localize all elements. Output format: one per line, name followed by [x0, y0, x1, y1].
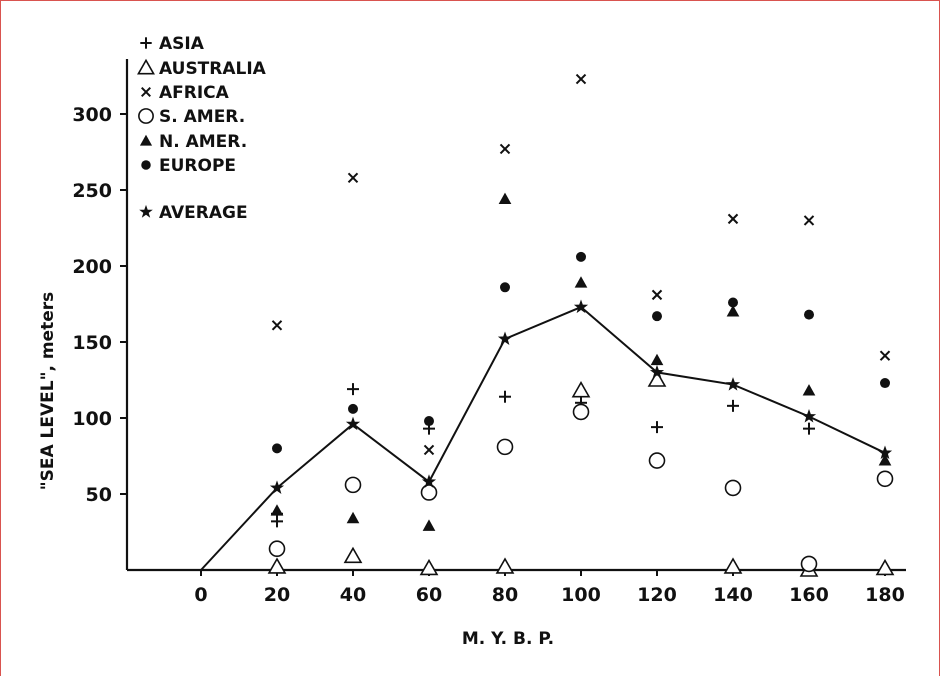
y-tick-label: 200: [72, 256, 112, 278]
point-africa: [271, 320, 283, 331]
x-tick-label: 160: [789, 584, 829, 606]
point-africa: [423, 444, 435, 456]
point-asia: [803, 422, 815, 435]
legend: ASIA AUSTRALIA AFRICA S. AMER. N. AMER. EUROP…: [137, 34, 267, 223]
legend-label-average: AVERAGE: [159, 203, 248, 223]
legend-marker-s-amer: [138, 108, 154, 124]
legend-marker-n-amer: [139, 134, 153, 146]
point-average: [573, 299, 589, 314]
legend-marker-asia: [140, 37, 152, 49]
x-tick-label: 140: [713, 584, 753, 606]
point-europe: [652, 311, 662, 322]
legend-marker-africa: [141, 87, 151, 97]
point-africa: [803, 215, 815, 226]
point-europe: [728, 297, 738, 308]
y-tick-label: 50: [86, 484, 112, 506]
point-europe: [880, 378, 890, 389]
x-tick-label: 40: [340, 584, 366, 606]
axes: [125, 59, 906, 572]
point-average: [801, 409, 817, 423]
point-average: [725, 377, 741, 391]
point-africa: [727, 213, 739, 225]
legend-marker-europe: [141, 160, 151, 170]
point-australia: [495, 557, 515, 574]
point-asia: [651, 421, 663, 434]
legend-marker-average: [139, 204, 153, 218]
point-average: [345, 416, 361, 431]
point-europe: [348, 403, 358, 414]
point-n-amer: [498, 192, 512, 205]
point-australia: [343, 546, 363, 564]
data-points: [267, 73, 895, 577]
point-australia: [647, 370, 667, 387]
point-s-amer: [496, 438, 514, 456]
x-tick-label: 80: [492, 584, 518, 606]
point-average: [421, 474, 437, 488]
point-n-amer: [422, 519, 436, 531]
point-average: [269, 480, 285, 494]
legend-label-europe: EUROPE: [159, 156, 236, 176]
y-axis-label: "SEA LEVEL", meters: [38, 292, 58, 490]
point-n-amer: [346, 511, 360, 524]
legend-label-s-amer: S. AMER.: [159, 107, 245, 127]
point-asia: [727, 399, 739, 412]
x-ticks: 0 20 40 60 80 100 120 140 160 180: [194, 570, 905, 606]
point-europe: [576, 251, 586, 262]
point-n-amer: [574, 276, 588, 288]
point-asia: [347, 383, 359, 396]
legend-label-australia: AUSTRALIA: [159, 59, 267, 79]
point-australia: [267, 557, 287, 574]
point-europe: [272, 443, 282, 454]
legend-label-africa: AFRICA: [159, 83, 230, 103]
x-tick-label: 180: [865, 584, 905, 606]
point-europe: [424, 416, 434, 427]
y-ticks: 50 100 150 200 250 300: [72, 104, 127, 506]
point-australia: [571, 381, 591, 398]
point-n-amer: [802, 384, 816, 396]
point-africa: [347, 172, 359, 184]
point-s-amer: [344, 476, 362, 494]
point-s-amer: [268, 540, 286, 558]
point-africa: [575, 73, 587, 85]
y-tick-label: 100: [72, 408, 112, 430]
point-average: [877, 445, 893, 459]
point-s-amer: [876, 470, 894, 488]
x-axis-label: M. Y. B. P.: [462, 629, 554, 649]
point-australia: [723, 557, 743, 574]
point-s-amer: [724, 479, 742, 497]
x-tick-label: 60: [416, 584, 442, 606]
y-tick-label: 300: [72, 104, 112, 126]
point-average: [649, 364, 665, 379]
point-europe: [804, 309, 814, 320]
point-australia: [419, 558, 439, 576]
point-n-amer: [726, 305, 740, 317]
point-average: [497, 331, 513, 345]
point-s-amer: [420, 484, 438, 501]
point-africa: [879, 350, 891, 361]
y-tick-label: 150: [72, 332, 112, 354]
legend-label-asia: ASIA: [159, 34, 205, 54]
x-tick-label: 0: [194, 584, 207, 606]
x-tick-label: 120: [637, 584, 677, 606]
point-africa: [499, 143, 511, 155]
legend-marker-australia: [137, 58, 155, 75]
point-s-amer: [648, 452, 666, 469]
point-s-amer: [800, 555, 818, 573]
point-n-amer: [878, 454, 892, 466]
x-tick-label: 100: [561, 584, 601, 606]
point-africa: [651, 289, 663, 301]
y-tick-label: 250: [72, 180, 112, 202]
legend-label-n-amer: N. AMER.: [159, 132, 247, 152]
x-tick-label: 20: [264, 584, 290, 606]
point-europe: [500, 282, 510, 293]
point-n-amer: [650, 353, 664, 366]
point-n-amer: [270, 504, 284, 516]
point-asia: [499, 390, 511, 403]
average-line: [200, 305, 886, 571]
point-s-amer: [572, 403, 590, 421]
point-australia: [875, 558, 895, 576]
